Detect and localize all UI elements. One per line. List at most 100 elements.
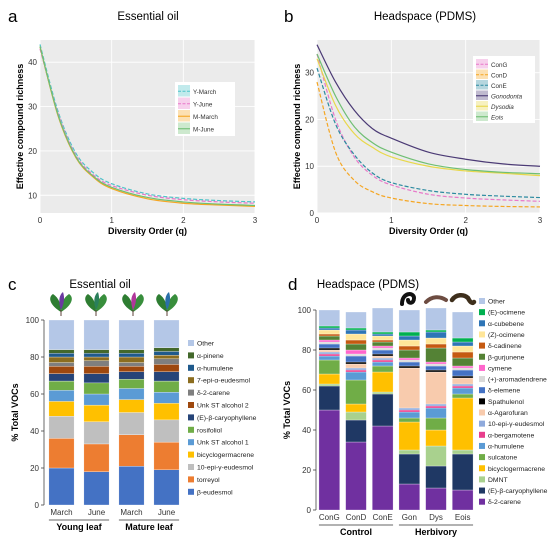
bar-segment-humulene [345,371,367,381]
chart-d: 0 20 40 60 80 100 % Total VOCs ConG ConD ConE Gon D… [282,298,548,537]
bar-segment-2-carene [318,409,340,511]
bar-segment-z-ocimene [345,333,367,341]
group-label-young-leaf: Young leaf [56,522,102,532]
y-tick-label: 80 [30,353,39,362]
bar-segment-2-carene [452,489,474,511]
bar-segment-2-carene [118,362,145,367]
bar-segment-other [372,307,394,333]
legend-label-e-ocimene: (E)-ocimene [488,310,525,317]
legend-swatch [479,454,485,461]
legend-label-dysodia: Dysodia [491,104,514,111]
bar-segment-humulene [83,353,110,358]
bar-segment-10-epi-eudesmol [398,407,420,411]
bar-segment-other [345,311,367,329]
bar-segment-dmnt [398,449,420,455]
bar-segment-aromadendrene [318,341,340,345]
panel-b-label: b [284,7,293,26]
legend-label-y-march: Y-March [193,89,217,96]
panel-d-title: Headspace (PDMS) [317,279,419,291]
bar-segment-7-epi-eudesmol [118,356,145,363]
legend-label-2-carene: δ-2-carene [197,390,230,397]
legend: Other α-pinene α-humulene 7-epi-α-eudesmol δ… [188,340,257,496]
bar-segment-2-carene [398,483,420,511]
panel-c-label: c [8,275,17,294]
bar-segment-unk-st-alcohol-1 [118,388,145,400]
leaf-shape [94,292,100,310]
legend-label-bicyclogermacrene: bicyclogermacrene [488,466,545,473]
bar-segment-cadinene [452,351,474,359]
bar-segment-2-carene [425,487,447,511]
bar-segment-rosifoliol [83,382,110,395]
bar-segment-bicyclogermacrene [48,401,75,417]
legend-label-gurjunene: β-gurjunene [488,354,525,361]
legend-label-bergamotene: α-bergamotene [488,432,534,439]
bar-segment-torreyol [118,434,145,467]
x-tick-label: 0 [315,216,320,225]
bar-segment-aromadendrene [398,359,420,363]
legend-swatch [479,420,485,427]
bar-segment-humulene [398,411,420,419]
bar-segment-7-epi-eudesmol [83,356,110,361]
legend-label-e-caryophyllene: (E)-β-caryophyllene [197,415,257,422]
legend-swatch [479,476,485,483]
legend-label-cubebene: α-cubebene [488,321,524,328]
leaf-shape [133,294,144,312]
bar-segment-z-ocimene [372,335,394,341]
bar-segment-pinene [153,347,180,352]
bar-segment-humulene [372,361,394,367]
legend-label-sulcatone: sulcatone [488,455,517,462]
y-tick-label: 40 [30,427,39,436]
legend-swatch [188,402,194,408]
bar-segment-e-caryophyllene [48,373,75,382]
bar-segment-e-caryophyllene [398,453,420,485]
bar-segment-cubebene [398,335,420,341]
series-line-dysodia [316,58,541,177]
bar-segment-bicyclogermacrene [153,403,180,421]
bar-segment-spathulenol [425,369,447,373]
bar-segment-z-ocimene [398,339,420,347]
bar-segment-agarofuran [398,367,420,409]
legend-label-y-june: Y-June [193,101,213,108]
series-line-y-march [39,44,256,203]
legend-label-7-epi-eudesmol: 7-epi-α-eudesmol [197,378,251,385]
leaf-shape [131,292,137,310]
bar-segment-gurjunene [318,335,340,341]
legend-label-other: Other [488,299,506,306]
leaf-icon [85,292,107,316]
bar-segment-unk-st-alcohol-2 [48,366,75,374]
chart-c: 0 20 40 60 80 100 % Total VOCs March June March Ju… [10,316,257,532]
bar-segment-humulene [425,407,447,419]
bar-segment-dmnt [345,411,367,421]
bar-segment-sulcatone [425,417,447,431]
bar-segment-rosifoliol [48,380,75,391]
x-category-label: June [88,508,106,517]
legend-label-cong: ConG [491,62,508,69]
caterpillar-body [400,292,417,306]
bar-segment-10-epi-eudesmol [452,383,474,387]
bar-segment-eudesmol [48,467,75,506]
legend-swatch [188,488,194,495]
leaf-shape [165,292,171,310]
caterpillar-body [449,293,477,306]
bar-segment-cubebene [372,333,394,337]
bar-segment-2-carene [83,360,110,367]
bar-segment-10-epi-eudesmol [318,351,340,355]
group-label-mature-leaf: Mature leaf [125,522,174,532]
legend-label-other: Other [197,341,215,348]
legend-label-cadinene: δ-cadinene [488,343,522,350]
y-tick-label: 30 [28,103,37,112]
legend-label-z-ocimene: (Z)-ocimene [488,332,525,339]
bar-segment-unk-st-alcohol-1 [83,393,110,406]
legend-label-gonodonta: Gonodonta [491,93,523,100]
bar-segment-rosifoliol [118,379,145,389]
legend-label-torreyol: torreyol [197,477,220,484]
bar-segment-other [48,319,75,350]
legend-swatch [479,353,485,360]
bar-segment-unk-st-alcohol-1 [153,391,180,404]
bar-segment-bergamotene [398,409,420,413]
bar-segment-bergamotene [345,369,367,373]
bar-segment-agarofuran [372,355,394,359]
x-category-label: ConD [346,513,367,522]
leaf-icon [50,292,72,316]
